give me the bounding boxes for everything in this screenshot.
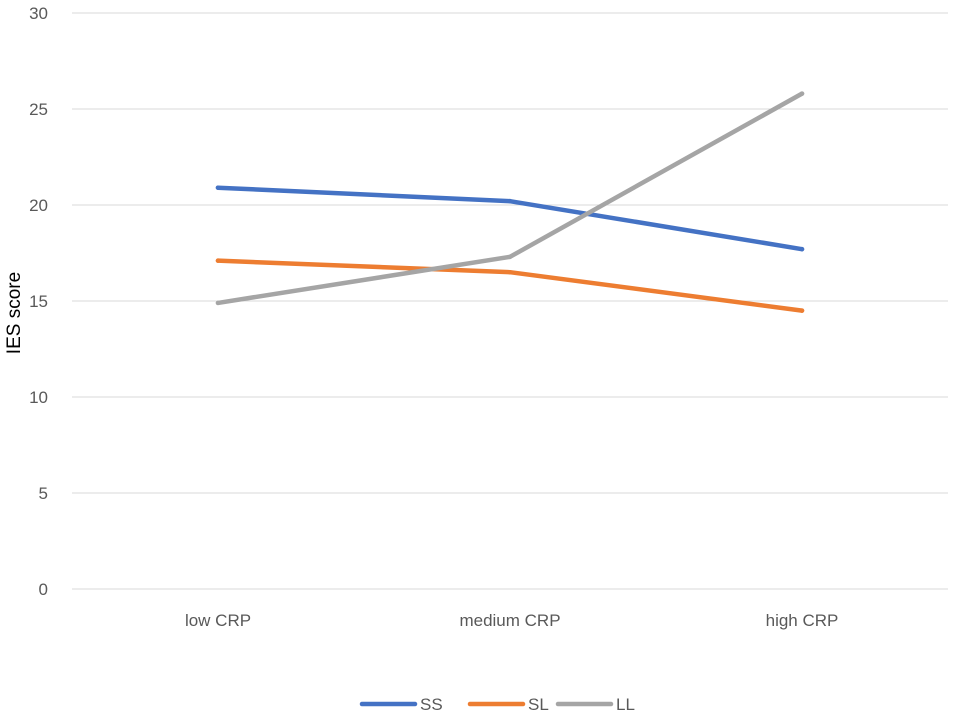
legend-label-ll: LL — [616, 695, 635, 714]
legend: SS SL LL — [359, 695, 635, 714]
series-line-ss — [215, 185, 805, 252]
data-point-ll — [799, 91, 805, 96]
data-point-ll — [215, 300, 221, 306]
data-point-ss — [799, 246, 805, 252]
y-tick-label: 20 — [29, 196, 48, 215]
series-lines — [215, 91, 805, 313]
series-line-sl — [215, 258, 805, 313]
legend-label-ss: SS — [420, 695, 443, 714]
data-point-sl — [799, 308, 805, 313]
y-axis-title: IES score — [4, 272, 25, 354]
x-tick-label: high CRP — [766, 611, 839, 630]
legend-label-sl: SL — [528, 695, 549, 714]
y-tick-label: 15 — [29, 292, 48, 311]
gridlines — [72, 12, 948, 590]
y-tick-label: 30 — [29, 4, 48, 23]
data-point-sl — [507, 269, 513, 275]
data-point-ss — [215, 185, 221, 190]
x-axis-ticks: low CRP medium CRP high CRP — [185, 611, 838, 630]
y-tick-label: 10 — [29, 388, 48, 407]
x-tick-label: low CRP — [185, 611, 251, 630]
y-tick-label: 5 — [39, 484, 48, 503]
data-point-ll — [507, 254, 513, 260]
y-tick-label: 0 — [39, 580, 48, 599]
data-point-sl — [215, 258, 221, 263]
y-tick-label: 25 — [29, 100, 48, 119]
data-point-ss — [507, 198, 513, 204]
y-axis-ticks: 0 5 10 15 20 25 30 — [29, 4, 48, 599]
x-tick-label: medium CRP — [459, 611, 560, 630]
